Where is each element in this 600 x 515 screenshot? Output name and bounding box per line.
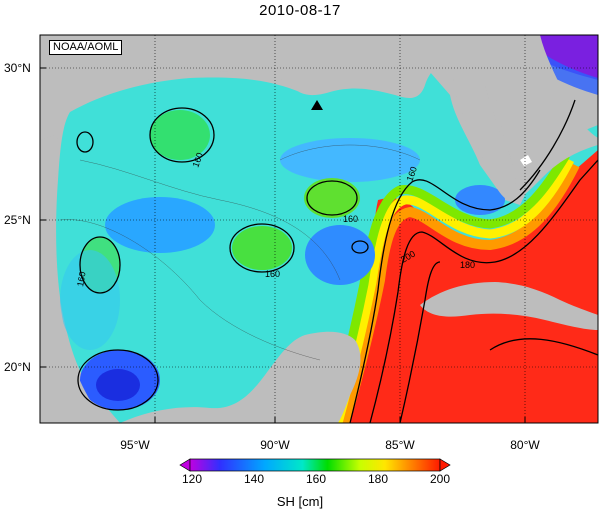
grid-lines (40, 35, 598, 423)
colorbar-tick: 200 (429, 472, 451, 486)
lat-label: 20°N (4, 360, 31, 374)
eddy-blue-north (280, 138, 420, 182)
mexico-west-coast (40, 138, 105, 423)
lon-label: 80°W (510, 438, 540, 452)
colorbar-label: SH [cm] (276, 494, 324, 509)
contour-label: 160 (190, 151, 205, 169)
us-gulf-coast (40, 35, 505, 140)
eddy-blue-south-core (96, 369, 140, 401)
lon-label: 95°W (120, 438, 150, 452)
warm-front-yellow (333, 157, 575, 423)
contour-far-west (76, 131, 94, 153)
eddy-blue-center (105, 197, 215, 253)
cuba (420, 282, 598, 330)
colorbar-tick: 120 (181, 472, 203, 486)
contour-lines (76, 99, 598, 423)
lon-label: 90°W (260, 438, 290, 452)
contour-nw (149, 107, 215, 163)
florida-peninsula (453, 61, 517, 202)
eddy-blue-east (305, 225, 375, 285)
lat-label: 30°N (4, 61, 31, 75)
contour-label: 180 (460, 260, 475, 270)
eddy-green-center (304, 178, 360, 218)
warm-front-green (325, 152, 570, 423)
contour-center (306, 180, 358, 216)
contour-label: 160 (75, 271, 87, 288)
contour-label: 160 (343, 214, 358, 224)
lon-label: 85°W (385, 438, 415, 452)
lat-label: 25°N (4, 213, 31, 227)
colorbar-tick: 180 (367, 472, 389, 486)
triangle-marker (311, 100, 323, 110)
eddy-blue-fl (455, 185, 505, 215)
contour-west (79, 236, 121, 294)
contour-fl-east (519, 99, 576, 191)
eddy-green-mid (232, 226, 292, 270)
contour-carib (489, 338, 598, 356)
map-title: 2010-08-17 (259, 2, 341, 19)
contour-small (351, 240, 369, 254)
credit-label: NOAA/AOML (49, 40, 123, 55)
map-frame (39, 34, 599, 424)
axis-ticks (40, 67, 526, 423)
colorbar-right-arrow (439, 458, 451, 472)
florida-east (495, 35, 598, 200)
colorbar-tick: 160 (305, 472, 327, 486)
contour-200 (399, 261, 441, 423)
colorbar-left-arrow (179, 458, 191, 472)
contour-thin-lines (59, 144, 421, 361)
eddy-cyan-west (60, 250, 120, 350)
contour-label: 160 (265, 269, 280, 279)
contour-label: 160 (404, 165, 419, 183)
contour-180 (369, 159, 598, 423)
contour-160-loop-current (349, 169, 541, 423)
contour-south (77, 349, 159, 411)
eddy-green-nw (150, 110, 210, 160)
colorbar-tick: 140 (243, 472, 265, 486)
contour-mid (229, 223, 295, 273)
bahamas (520, 155, 532, 166)
colorbar (189, 458, 441, 472)
warm-front-orange (340, 162, 580, 423)
